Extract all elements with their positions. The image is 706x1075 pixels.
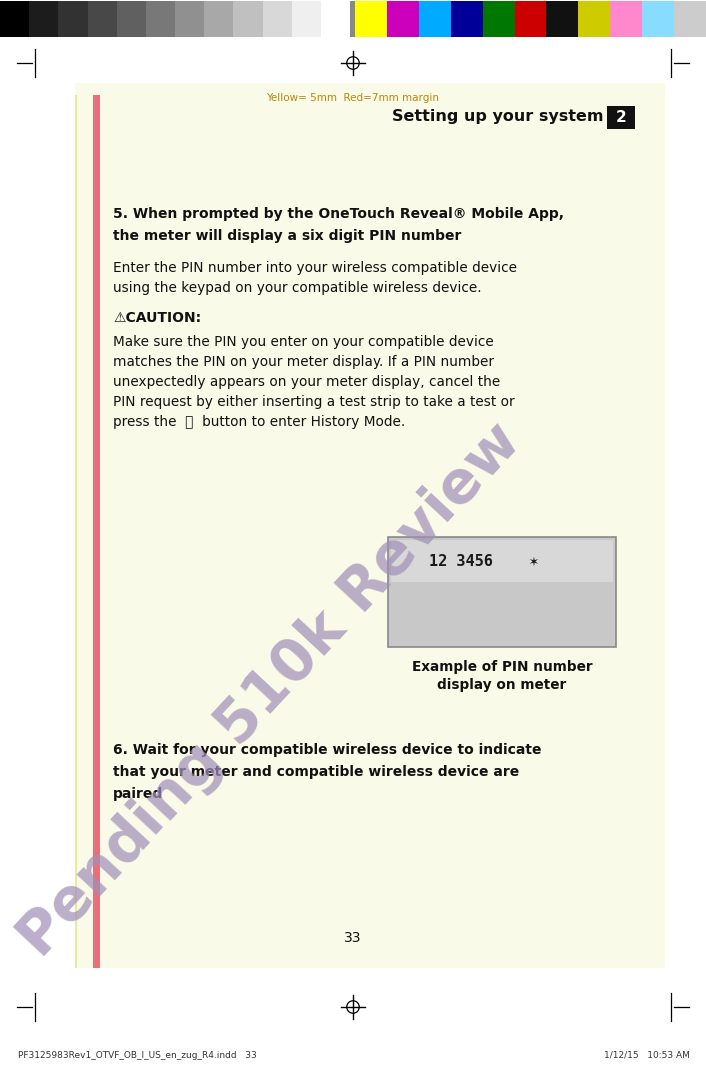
- Text: Yellow= 5mm  Red=7mm margin: Yellow= 5mm Red=7mm margin: [266, 94, 440, 103]
- Text: 6. Wait for your compatible wireless device to indicate: 6. Wait for your compatible wireless dev…: [113, 743, 542, 757]
- Text: Pending 510k Review: Pending 510k Review: [8, 412, 532, 968]
- Text: 2: 2: [616, 110, 626, 125]
- Bar: [388, 538, 616, 647]
- Bar: [546, 1, 578, 37]
- Bar: [75, 95, 77, 968]
- Text: Example of PIN number: Example of PIN number: [412, 660, 592, 674]
- Text: using the keypad on your compatible wireless device.: using the keypad on your compatible wire…: [113, 281, 481, 295]
- Bar: [607, 106, 635, 129]
- Bar: [29, 1, 59, 37]
- Bar: [175, 1, 204, 37]
- Text: 5. When prompted by the OneTouch Reveal® Mobile App,: 5. When prompted by the OneTouch Reveal®…: [113, 207, 564, 221]
- Bar: [88, 1, 116, 37]
- Bar: [355, 1, 387, 37]
- Text: unexpectedly appears on your meter display, cancel the: unexpectedly appears on your meter displ…: [113, 375, 501, 389]
- Text: 1/12/15   10:53 AM: 1/12/15 10:53 AM: [604, 1050, 690, 1060]
- Text: 33: 33: [345, 931, 361, 945]
- Bar: [578, 1, 610, 37]
- Bar: [674, 1, 706, 37]
- Bar: [0, 1, 29, 37]
- Bar: [350, 1, 355, 37]
- Bar: [610, 1, 642, 37]
- Bar: [93, 95, 100, 968]
- Bar: [263, 1, 292, 37]
- Bar: [204, 1, 234, 37]
- Text: press the  ⒪  button to enter History Mode.: press the ⒪ button to enter History Mode…: [113, 415, 405, 429]
- Bar: [146, 1, 175, 37]
- Text: 12 3456    ✶: 12 3456 ✶: [429, 554, 539, 569]
- Bar: [116, 1, 146, 37]
- Bar: [292, 1, 321, 37]
- Bar: [419, 1, 450, 37]
- Bar: [59, 1, 88, 37]
- Text: ⚠CAUTION:: ⚠CAUTION:: [113, 311, 201, 325]
- Bar: [515, 1, 546, 37]
- Text: Enter the PIN number into your wireless compatible device: Enter the PIN number into your wireless …: [113, 261, 517, 275]
- Text: Setting up your system: Setting up your system: [393, 109, 604, 124]
- Bar: [642, 1, 674, 37]
- Bar: [75, 83, 665, 968]
- Bar: [234, 1, 263, 37]
- Text: PIN request by either inserting a test strip to take a test or: PIN request by either inserting a test s…: [113, 395, 515, 408]
- Text: PF3125983Rev1_OTVF_OB_I_US_en_zug_R4.indd   33: PF3125983Rev1_OTVF_OB_I_US_en_zug_R4.ind…: [18, 1050, 257, 1060]
- Text: that your meter and compatible wireless device are: that your meter and compatible wireless …: [113, 765, 519, 779]
- Bar: [450, 1, 483, 37]
- Text: paired: paired: [113, 787, 163, 801]
- Text: matches the PIN on your meter display. If a PIN number: matches the PIN on your meter display. I…: [113, 355, 494, 369]
- Bar: [321, 1, 350, 37]
- Text: the meter will display a six digit PIN number: the meter will display a six digit PIN n…: [113, 229, 462, 243]
- Bar: [391, 540, 613, 582]
- Bar: [483, 1, 515, 37]
- Bar: [387, 1, 419, 37]
- Text: Make sure the PIN you enter on your compatible device: Make sure the PIN you enter on your comp…: [113, 335, 493, 349]
- Text: display on meter: display on meter: [438, 678, 567, 692]
